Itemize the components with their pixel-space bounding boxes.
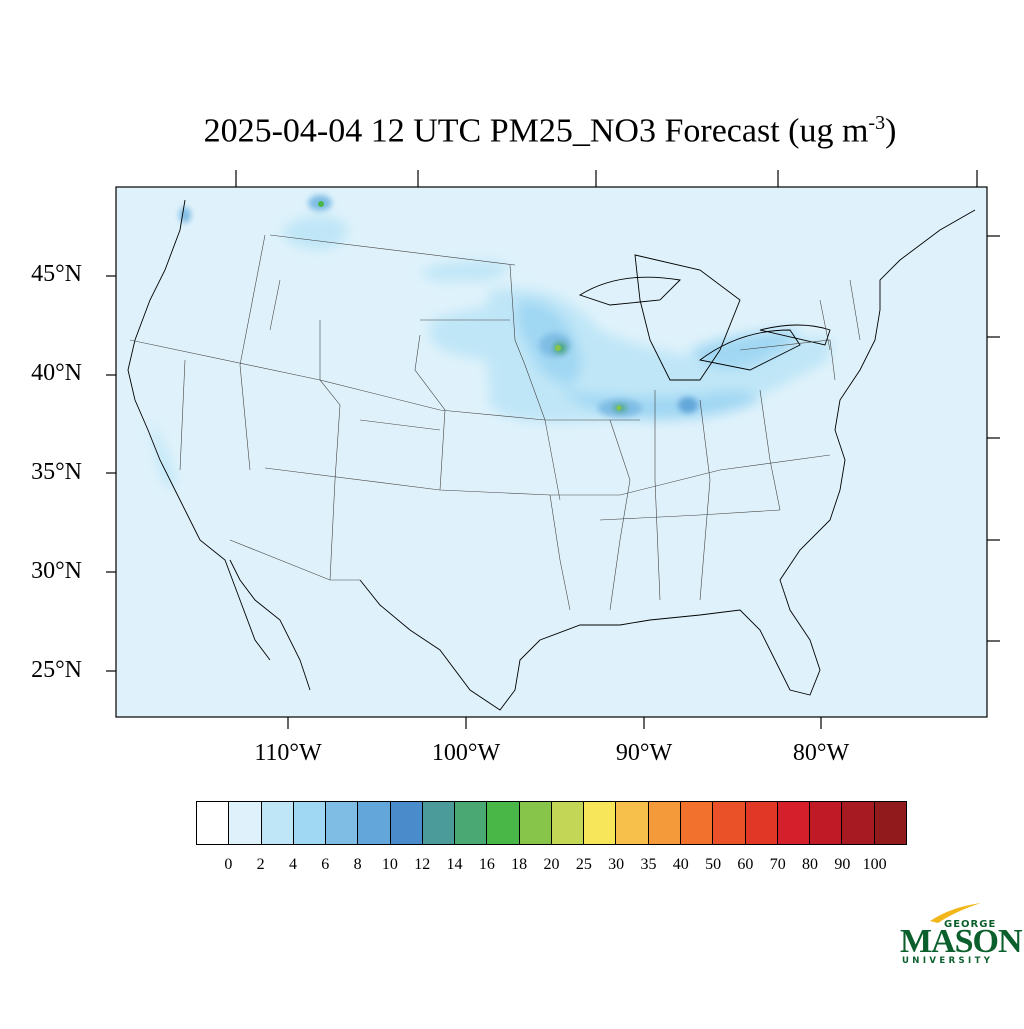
colorbar-cell — [326, 802, 359, 844]
colorbar — [196, 801, 907, 845]
colorbar-label: 80 — [802, 856, 819, 873]
logo-swoosh-icon — [930, 903, 981, 923]
title-superscript: -3 — [868, 112, 886, 134]
title-close: ) — [885, 112, 897, 150]
colorbar-cell — [584, 802, 617, 844]
lon-label-90w: 90°W — [615, 740, 673, 766]
logo-line-mason: MASON — [900, 923, 1023, 960]
colorbar-label: 20 — [543, 856, 560, 873]
colorbar-label: 0 — [224, 856, 233, 873]
colorbar-cell — [261, 802, 294, 844]
colorbar-label: 50 — [705, 856, 722, 873]
axis-ticks — [106, 170, 1000, 729]
colorbar-label: 25 — [575, 856, 592, 873]
george-mason-logo: GEORGE MASON UNIVERSITY — [898, 903, 1023, 967]
colorbar-cell — [487, 802, 520, 844]
colorbar-label: 90 — [834, 856, 851, 873]
colorbar-cell — [713, 802, 746, 844]
colorbar-cell — [551, 802, 585, 844]
lat-label-35n: 35°N — [31, 459, 82, 485]
logo-line-george: GEORGE — [944, 919, 997, 930]
lat-label-40n: 40°N — [31, 360, 82, 386]
colorbar-cell — [293, 802, 327, 844]
colorbar-cell — [229, 802, 262, 844]
colorbar-label: 10 — [381, 856, 398, 873]
colorbar-cell — [680, 802, 714, 844]
lat-label-45n: 45°N — [31, 261, 82, 287]
map-title: 2025-04-04 12 UTC PM25_NO3 Forecast (ug … — [0, 112, 1024, 150]
lon-label-110w: 110°W — [254, 740, 322, 766]
colorbar-cell — [358, 802, 391, 844]
colorbar-label: 12 — [414, 856, 431, 873]
colorbar-cell — [810, 802, 843, 844]
lon-label-80w: 80°W — [792, 740, 850, 766]
colorbar-label: 8 — [353, 856, 362, 873]
colorbar-cell — [422, 802, 456, 844]
colorbar-cell — [616, 802, 649, 844]
colorbar-cell — [519, 802, 552, 844]
colorbar-label: 35 — [640, 856, 657, 873]
colorbar-label: 40 — [672, 856, 689, 873]
lon-label-100w: 100°W — [431, 740, 501, 766]
colorbar-cell — [455, 802, 488, 844]
colorbar-cell — [390, 802, 423, 844]
logo-line-university: UNIVERSITY — [902, 956, 994, 966]
coastline-outline — [127, 199, 976, 711]
colorbar-cell — [197, 802, 230, 844]
lat-label-25n: 25°N — [31, 657, 82, 683]
title-text: 2025-04-04 12 UTC PM25_NO3 Forecast (ug … — [203, 112, 869, 150]
colorbar-label: 18 — [511, 856, 528, 873]
colorbar-label: 70 — [769, 856, 786, 873]
colorbar-cell — [777, 802, 811, 844]
colorbar-label: 30 — [608, 856, 625, 873]
colorbar-cell — [745, 802, 778, 844]
colorbar-label: 16 — [478, 856, 495, 873]
colorbar-label: 14 — [446, 856, 463, 873]
map-background — [116, 187, 987, 717]
concentration-plumes — [150, 195, 832, 488]
colorbar-label: 6 — [321, 856, 330, 873]
colorbar-label: 60 — [737, 856, 754, 873]
colorbar-cell — [842, 802, 875, 844]
colorbar-label: 4 — [288, 856, 297, 873]
lat-label-30n: 30°N — [31, 558, 82, 584]
colorbar-label: 2 — [256, 856, 265, 873]
state-borders — [129, 234, 861, 611]
colorbar-cell — [648, 802, 681, 844]
map-frame — [115, 186, 988, 718]
colorbar-label: 100 — [862, 856, 887, 873]
colorbar-cell — [874, 802, 906, 844]
